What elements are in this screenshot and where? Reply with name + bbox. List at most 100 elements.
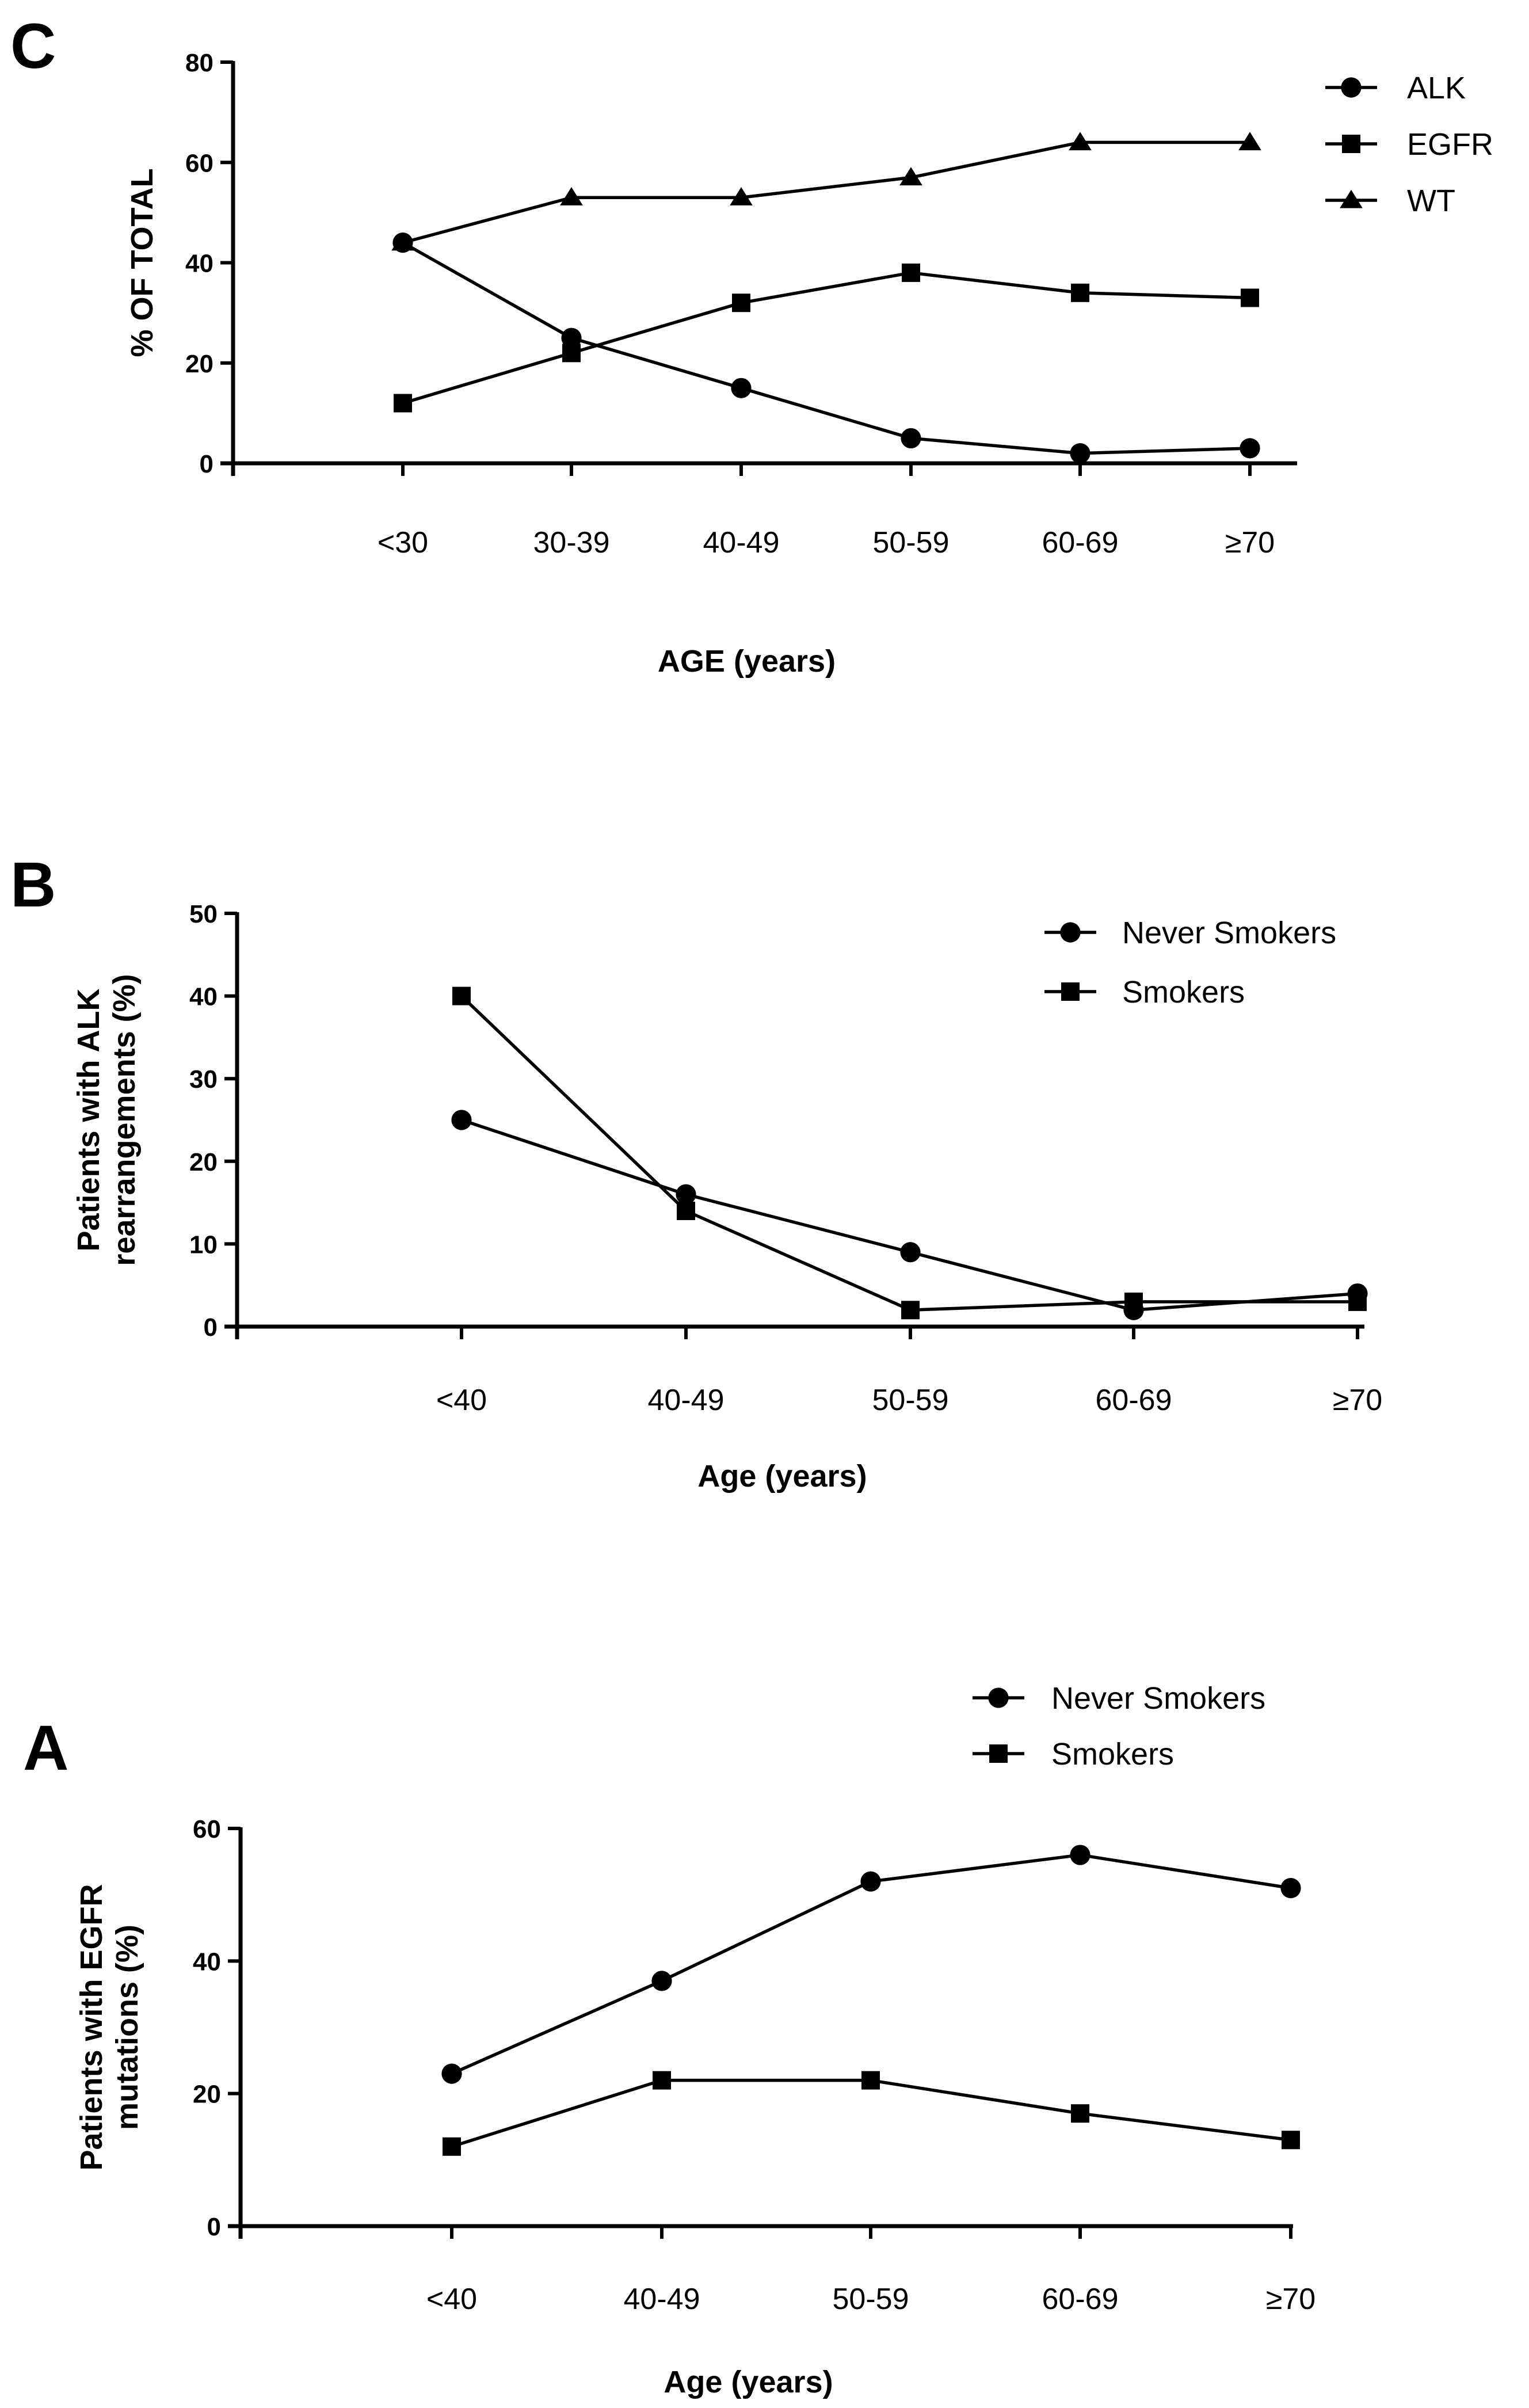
data-point: [676, 1184, 696, 1205]
data-point: [1238, 132, 1261, 151]
data-point: [731, 378, 752, 398]
legend-marker: [988, 1687, 1009, 1708]
y-tick-label: 40: [185, 250, 213, 278]
data-point: [1071, 2104, 1089, 2123]
y-tick-label: 20: [185, 350, 213, 378]
y-tick-label: 10: [189, 1230, 218, 1259]
legend-label: WT: [1407, 184, 1455, 218]
data-point: [901, 428, 921, 449]
x-tick-label: 60-69: [1042, 526, 1119, 559]
data-point: [677, 1201, 695, 1220]
panel-letter: B: [10, 849, 56, 920]
data-point: [732, 294, 750, 313]
x-tick-label: ≥70: [1266, 2283, 1316, 2316]
y-tick-label: 0: [204, 1313, 218, 1342]
data-point: [900, 1242, 921, 1263]
y-axis-title-line: Patients with EGFR: [74, 1884, 109, 2170]
y-tick-label: 60: [185, 149, 213, 177]
x-tick-label: ≥70: [1225, 526, 1275, 559]
data-point: [902, 263, 920, 282]
data-point: [1071, 283, 1089, 302]
legend-label: Smokers: [1051, 1737, 1174, 1771]
y-axis-title-line: rearrangements (%): [107, 974, 142, 1266]
legend-marker: [1060, 922, 1081, 943]
data-point: [651, 1971, 672, 1991]
y-tick-label: 0: [207, 2213, 221, 2241]
data-point: [560, 186, 583, 205]
y-axis-title-line: mutations (%): [110, 1925, 144, 2130]
data-point: [901, 1301, 920, 1320]
data-point: [391, 232, 414, 251]
data-point: [1241, 288, 1259, 307]
series-line-alk: [402, 241, 1250, 455]
legend-marker: [1340, 189, 1363, 208]
y-tick-label: 30: [189, 1065, 218, 1093]
x-tick-label: <40: [426, 2283, 477, 2316]
data-point: [1070, 1845, 1090, 1865]
data-point: [860, 1871, 881, 1892]
data-point: [451, 1110, 472, 1130]
y-axis-title: % OF TOTAL: [125, 169, 159, 357]
x-tick-label: 40-49: [648, 1384, 725, 1417]
x-tick-label: 50-59: [873, 526, 950, 559]
series-line-smokers: [460, 995, 1358, 1312]
data-point: [653, 2071, 671, 2090]
data-point: [443, 2137, 461, 2156]
data-point: [1240, 438, 1260, 459]
legend-marker: [1341, 77, 1362, 98]
panel-letter: A: [23, 1713, 68, 1784]
x-tick-label: 30-39: [533, 526, 610, 559]
y-axis-title-line: Patients with ALK: [71, 988, 106, 1251]
panel-a: A 0 20 40 60 <40 40-49 50-59 60-69 ≥70 Age (years)…: [23, 1681, 1316, 2399]
data-point: [394, 394, 412, 413]
data-point: [1282, 2131, 1300, 2150]
series-line-smokers: [451, 2078, 1291, 2148]
data-point: [730, 186, 753, 205]
y-tick-label: 50: [189, 900, 218, 928]
x-tick-label: 60-69: [1096, 1384, 1172, 1417]
y-tick-label: 80: [185, 49, 213, 77]
x-tick-label: 50-59: [833, 2283, 909, 2316]
data-point: [899, 167, 922, 186]
x-tick-label: <30: [378, 526, 428, 559]
data-point: [452, 986, 471, 1005]
x-tick-label: 40-49: [624, 2283, 700, 2316]
x-tick-label: ≥70: [1333, 1384, 1382, 1417]
x-tick-label: 60-69: [1042, 2283, 1119, 2316]
series-line-wt: [402, 140, 1250, 245]
panel-c: C 0 20 40 60 80 <30 30-39 40-49 50-59 60-69 ≥70 AGE …: [10, 11, 1493, 679]
legend-marker: [989, 1744, 1008, 1763]
data-point: [1070, 443, 1090, 464]
y-tick-label: 20: [193, 2081, 221, 2109]
y-tick-label: 20: [189, 1148, 218, 1176]
data-point: [561, 327, 582, 348]
x-axis-title: Age (years): [664, 2365, 833, 2399]
data-point: [1069, 132, 1092, 151]
legend-label: Smokers: [1122, 975, 1245, 1009]
series-line-egfr: [402, 271, 1250, 405]
legend-label: ALK: [1407, 71, 1466, 105]
x-axis-title: Age (years): [697, 1459, 867, 1493]
legend-marker: [1342, 135, 1360, 153]
data-point: [441, 2063, 462, 2084]
data-point: [1124, 1292, 1143, 1311]
data-point: [1348, 1292, 1367, 1311]
y-tick-label: 0: [200, 450, 213, 478]
data-point: [861, 2071, 880, 2090]
x-tick-label: <40: [436, 1384, 487, 1417]
data-point: [1280, 1878, 1301, 1899]
panel-letter: C: [10, 11, 56, 82]
legend-label: Never Smokers: [1051, 1681, 1265, 1716]
legend-label: Never Smokers: [1122, 916, 1336, 950]
series-line-never-smokers: [461, 1118, 1358, 1312]
y-tick-label: 40: [189, 983, 218, 1011]
data-point: [562, 344, 581, 363]
x-tick-label: 50-59: [872, 1384, 949, 1417]
legend-marker: [1061, 982, 1080, 1001]
x-axis-title: AGE (years): [658, 644, 836, 679]
y-tick-label: 60: [193, 1815, 221, 1843]
y-tick-label: 40: [193, 1948, 221, 1976]
legend-label: EGFR: [1407, 127, 1493, 162]
panel-b: B 0 10 20 30 40 50 <40 40-49 50-59 60-69 ≥70 Age (ye…: [10, 849, 1382, 1493]
